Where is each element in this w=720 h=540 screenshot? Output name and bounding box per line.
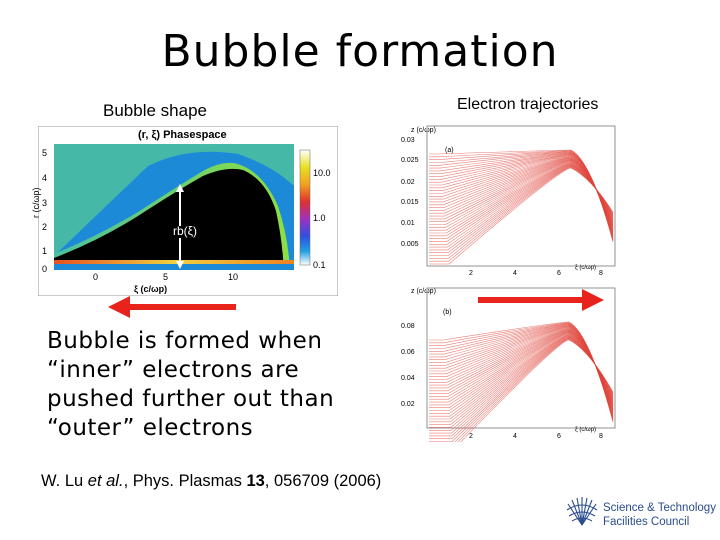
colorbar-tick: 1.0: [313, 213, 326, 223]
panel-a-xtick: 8: [599, 270, 603, 277]
phasespace-xtick: 10: [228, 272, 238, 282]
panel-b-axes: [426, 287, 616, 429]
phasespace-colorbar: [299, 149, 311, 266]
colorbar-tick: 0.1: [313, 260, 326, 270]
bubble-shape-caption: Bubble shape: [103, 101, 207, 120]
panel-a-xtick: 2: [469, 270, 473, 277]
panel-a-ytick: 0.025: [401, 157, 419, 164]
panel-a-xtick: 6: [557, 270, 561, 277]
electron-trajectories-caption: Electron trajectories: [457, 96, 599, 113]
phasespace-ytick: 5: [42, 148, 47, 158]
body-line: “inner” electrons are: [47, 357, 300, 383]
phasespace-ylabel: r (c/ωp): [31, 187, 41, 218]
panel-b-ytick: 0.02: [401, 401, 415, 408]
phasespace-figure: (r, ξ) Phasespace rb(ξ) 5 4 3 2 1 0 0 5 …: [38, 126, 338, 296]
citation-journal: , Phys. Plasmas: [123, 472, 247, 490]
trajectory-line: [429, 167, 614, 265]
phasespace-ytick: 4: [42, 173, 47, 183]
logo-line-2: Facilities Council: [603, 516, 690, 528]
stfc-logo-icon: [566, 497, 598, 526]
phasespace-ytick: 1: [42, 246, 47, 256]
body-line: Bubble is formed when: [47, 328, 323, 354]
right-arrow: [478, 289, 604, 311]
panel-a-axes: [426, 125, 616, 267]
panel-b-bg: [399, 284, 617, 442]
phasespace-ylabel-wrap: r (c/ωp): [31, 187, 41, 218]
logo-line-1: Science & Technology: [603, 502, 716, 514]
panel-a-trajectories: [429, 149, 614, 265]
phasespace-green-region: [54, 144, 294, 256]
phasespace-xtick: 5: [163, 272, 168, 282]
panel-b-xtick: 2: [469, 433, 473, 440]
citation: W. Lu et al., Phys. Plasmas 13, 056709 (…: [41, 472, 381, 491]
trajectory-panel-b: z (c/ωp) (b) 0.08 0.06 0.04 0.02 2 4 6 8…: [399, 284, 617, 442]
body-line: “outer” electrons: [47, 415, 254, 441]
right-arrow-head: [582, 289, 604, 311]
panel-b-ylabel: z (c/ωp): [411, 288, 436, 295]
phasespace-title: (r, ξ) Phasespace: [138, 129, 227, 141]
panel-b-trajectories: [429, 321, 614, 442]
panel-b-xtick: 4: [513, 433, 517, 440]
panel-a-ytick: 0.005: [401, 241, 419, 248]
panel-b-ytick: 0.04: [401, 375, 415, 382]
trajectory-panel-a: z (c/ωp) (a) 0.03 0.025 0.02 0.015 0.01 …: [399, 124, 617, 284]
citation-volume: 13: [246, 472, 265, 490]
panel-a-ytick: 0.01: [401, 220, 415, 227]
citation-author: W. Lu: [41, 472, 88, 490]
panel-b-xtick: 8: [599, 433, 603, 440]
panel-a-ytick: 0.015: [401, 199, 419, 206]
panel-a-ylabel: z (c/ωp): [411, 127, 436, 134]
panel-b-ytick: 0.06: [401, 349, 415, 356]
panel-a-xtick: 4: [513, 270, 517, 277]
rb-annotation: rb(ξ): [173, 224, 197, 238]
slide-title: Bubble formation: [161, 26, 559, 77]
phasespace-ytick: 3: [42, 198, 47, 208]
panel-a-ytick: 0.03: [401, 137, 415, 144]
stfc-logo-text: Science & Technology Facilities Council: [603, 501, 716, 529]
phasespace-axis-band: [54, 264, 294, 270]
bubble-region: [54, 168, 284, 270]
panel-b-xlabel: ξ (c/ωp): [575, 427, 596, 433]
panel-b-ytick: 0.08: [401, 323, 415, 330]
body-line: pushed further out than: [47, 386, 335, 412]
left-arrow: [108, 296, 236, 318]
panel-a-ytick: 0.02: [401, 179, 415, 186]
left-arrow-head: [108, 296, 130, 318]
phasespace-ytick: 0: [42, 264, 47, 274]
panel-a-xlabel: ξ (c/ωp): [575, 265, 596, 271]
citation-pages: , 056709 (2006): [264, 472, 382, 490]
phasespace-xtick: 0: [93, 272, 98, 282]
panel-a-label: (a): [445, 147, 454, 154]
body-text: Bubble is formed when “inner” electrons …: [47, 327, 347, 443]
phasespace-xlabel: ξ (c/ωp): [134, 284, 167, 294]
colorbar-tick: 10.0: [313, 168, 331, 178]
panel-b-xtick: 6: [557, 433, 561, 440]
panel-b-label: (b): [443, 309, 452, 316]
rb-arrow-down-head: [176, 261, 184, 269]
trajectory-line: [460, 339, 614, 442]
citation-etal: et al.: [87, 472, 124, 490]
rb-arrow-up-head: [176, 184, 184, 192]
phasespace-ytick: 2: [42, 222, 47, 232]
